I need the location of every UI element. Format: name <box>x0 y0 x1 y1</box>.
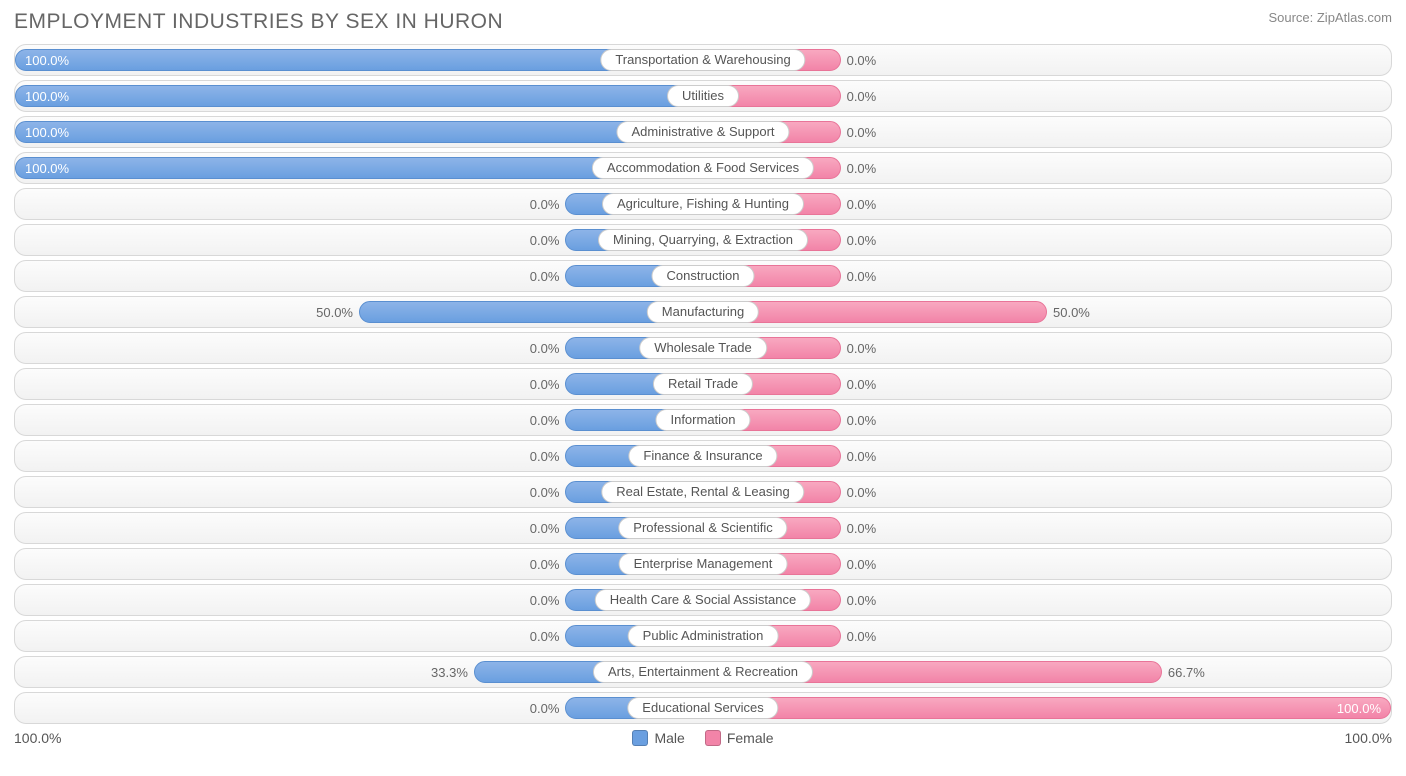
chart-row: Agriculture, Fishing & Hunting 0.0% 0.0% <box>14 188 1392 220</box>
female-value-label: 0.0% <box>841 585 883 616</box>
female-value-label: 0.0% <box>841 189 883 220</box>
male-value-label: 33.3% <box>425 657 474 688</box>
chart-row: Utilities 100.0% 0.0% <box>14 80 1392 112</box>
chart-row: Finance & Insurance 0.0% 0.0% <box>14 440 1392 472</box>
chart-row: Public Administration 0.0% 0.0% <box>14 620 1392 652</box>
category-label: Information <box>655 409 750 431</box>
chart-row: Administrative & Support 100.0% 0.0% <box>14 116 1392 148</box>
legend: Male Female <box>632 730 773 746</box>
female-value-label: 0.0% <box>841 441 883 472</box>
male-value-label: 0.0% <box>524 693 566 724</box>
male-value-label: 0.0% <box>524 549 566 580</box>
male-value-label: 0.0% <box>524 261 566 292</box>
female-value-label: 0.0% <box>841 225 883 256</box>
male-value-label: 0.0% <box>524 333 566 364</box>
male-value-label: 100.0% <box>19 153 75 184</box>
category-label: Health Care & Social Assistance <box>595 589 811 611</box>
category-label: Retail Trade <box>653 373 753 395</box>
male-bar <box>15 121 703 143</box>
male-value-label: 0.0% <box>524 477 566 508</box>
legend-item-male: Male <box>632 730 684 746</box>
male-value-label: 50.0% <box>310 297 359 328</box>
axis-label-left: 100.0% <box>14 730 61 746</box>
chart-row: Information 0.0% 0.0% <box>14 404 1392 436</box>
male-value-label: 0.0% <box>524 369 566 400</box>
male-value-label: 0.0% <box>524 189 566 220</box>
female-value-label: 100.0% <box>1331 693 1387 724</box>
female-value-label: 0.0% <box>841 477 883 508</box>
female-value-label: 0.0% <box>841 405 883 436</box>
female-value-label: 0.0% <box>841 261 883 292</box>
legend-swatch-male <box>632 730 648 746</box>
female-value-label: 0.0% <box>841 153 883 184</box>
male-value-label: 0.0% <box>524 585 566 616</box>
category-label: Real Estate, Rental & Leasing <box>601 481 804 503</box>
male-value-label: 0.0% <box>524 441 566 472</box>
chart-row: Professional & Scientific 0.0% 0.0% <box>14 512 1392 544</box>
female-value-label: 0.0% <box>841 369 883 400</box>
female-value-label: 0.0% <box>841 45 883 76</box>
female-value-label: 0.0% <box>841 513 883 544</box>
chart-title: EMPLOYMENT INDUSTRIES BY SEX IN HURON <box>14 10 503 34</box>
female-value-label: 0.0% <box>841 81 883 112</box>
chart-row: Health Care & Social Assistance 0.0% 0.0% <box>14 584 1392 616</box>
chart-area: Transportation & Warehousing 100.0% 0.0% Ut… <box>14 44 1392 724</box>
female-value-label: 0.0% <box>841 549 883 580</box>
category-label: Wholesale Trade <box>639 337 767 359</box>
chart-row: Accommodation & Food Services 100.0% 0.0% <box>14 152 1392 184</box>
female-bar <box>703 697 1391 719</box>
category-label: Agriculture, Fishing & Hunting <box>602 193 804 215</box>
category-label: Educational Services <box>627 697 778 719</box>
chart-row: Wholesale Trade 0.0% 0.0% <box>14 332 1392 364</box>
male-value-label: 100.0% <box>19 117 75 148</box>
male-value-label: 100.0% <box>19 45 75 76</box>
female-value-label: 0.0% <box>841 621 883 652</box>
chart-row: Mining, Quarrying, & Extraction 0.0% 0.0% <box>14 224 1392 256</box>
chart-row: Manufacturing 50.0% 50.0% <box>14 296 1392 328</box>
legend-label-female: Female <box>727 730 774 746</box>
male-value-label: 100.0% <box>19 81 75 112</box>
chart-header: EMPLOYMENT INDUSTRIES BY SEX IN HURON So… <box>14 10 1392 34</box>
category-label: Public Administration <box>628 625 779 647</box>
male-bar <box>15 85 703 107</box>
female-value-label: 50.0% <box>1047 297 1096 328</box>
chart-row: Enterprise Management 0.0% 0.0% <box>14 548 1392 580</box>
chart-row: Arts, Entertainment & Recreation 33.3% 66.… <box>14 656 1392 688</box>
category-label: Professional & Scientific <box>618 517 787 539</box>
male-value-label: 0.0% <box>524 225 566 256</box>
category-label: Mining, Quarrying, & Extraction <box>598 229 808 251</box>
category-label: Construction <box>652 265 755 287</box>
legend-item-female: Female <box>705 730 774 746</box>
female-value-label: 66.7% <box>1162 657 1211 688</box>
male-value-label: 0.0% <box>524 405 566 436</box>
category-label: Manufacturing <box>647 301 759 323</box>
chart-row: Transportation & Warehousing 100.0% 0.0% <box>14 44 1392 76</box>
axis-label-right: 100.0% <box>1345 730 1392 746</box>
category-label: Administrative & Support <box>616 121 789 143</box>
category-label: Utilities <box>667 85 739 107</box>
category-label: Arts, Entertainment & Recreation <box>593 661 813 683</box>
male-value-label: 0.0% <box>524 621 566 652</box>
chart-row: Real Estate, Rental & Leasing 0.0% 0.0% <box>14 476 1392 508</box>
legend-swatch-female <box>705 730 721 746</box>
chart-source: Source: ZipAtlas.com <box>1268 10 1392 25</box>
female-value-label: 0.0% <box>841 333 883 364</box>
category-label: Accommodation & Food Services <box>592 157 814 179</box>
chart-row: Retail Trade 0.0% 0.0% <box>14 368 1392 400</box>
chart-row: Construction 0.0% 0.0% <box>14 260 1392 292</box>
category-label: Transportation & Warehousing <box>600 49 805 71</box>
legend-label-male: Male <box>654 730 684 746</box>
category-label: Enterprise Management <box>619 553 788 575</box>
category-label: Finance & Insurance <box>628 445 777 467</box>
chart-row: Educational Services 0.0% 100.0% <box>14 692 1392 724</box>
male-value-label: 0.0% <box>524 513 566 544</box>
chart-footer: 100.0% Male Female 100.0% <box>14 730 1392 746</box>
female-value-label: 0.0% <box>841 117 883 148</box>
